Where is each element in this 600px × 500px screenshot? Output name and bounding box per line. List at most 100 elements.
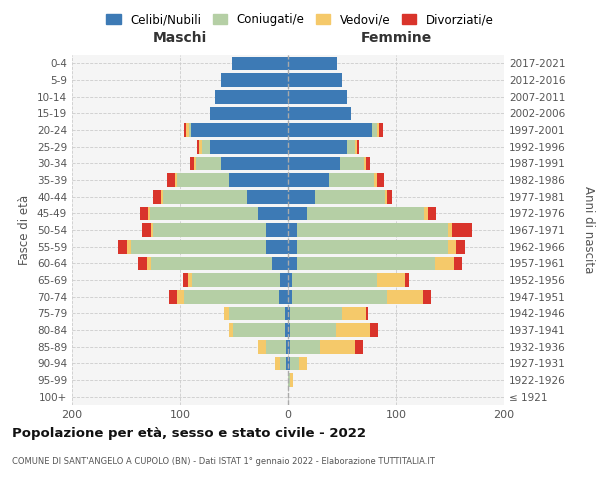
Bar (167, 173, 175, 187)
Bar (288, 123, 372, 137)
Bar (232, 56, 288, 70)
Bar (127, 240, 131, 254)
Bar (377, 273, 404, 287)
Bar (424, 206, 428, 220)
Bar (285, 323, 288, 337)
Bar (290, 306, 342, 320)
Bar (423, 290, 431, 304)
Bar (258, 340, 266, 353)
Bar (266, 240, 288, 254)
Bar (288, 156, 340, 170)
Bar (288, 340, 290, 353)
Bar (320, 340, 355, 353)
Bar (388, 190, 392, 203)
Bar (288, 356, 290, 370)
Bar (288, 173, 329, 187)
Bar (374, 173, 377, 187)
Bar (296, 223, 448, 237)
Bar (292, 273, 377, 287)
Bar (177, 173, 229, 187)
Bar (191, 123, 288, 137)
Bar (288, 373, 290, 387)
Bar (146, 256, 151, 270)
Bar (355, 340, 362, 353)
Bar (452, 223, 472, 237)
Bar (366, 306, 368, 320)
Bar (210, 106, 288, 120)
Bar (329, 173, 374, 187)
Bar (151, 223, 153, 237)
Bar (266, 340, 286, 353)
Bar (131, 240, 266, 254)
Bar (140, 206, 148, 220)
Bar (229, 323, 233, 337)
Text: Maschi: Maschi (153, 31, 207, 45)
Bar (118, 240, 127, 254)
Bar (335, 323, 370, 337)
Bar (229, 306, 285, 320)
Bar (288, 56, 337, 70)
Bar (229, 173, 288, 187)
Bar (192, 273, 280, 287)
Bar (288, 206, 307, 220)
Bar (280, 290, 288, 304)
Bar (370, 323, 377, 337)
Bar (307, 206, 424, 220)
Bar (210, 140, 288, 153)
Bar (288, 106, 350, 120)
Bar (288, 323, 290, 337)
Bar (150, 206, 258, 220)
Bar (188, 123, 191, 137)
Bar (199, 140, 202, 153)
Bar (388, 290, 423, 304)
Bar (292, 290, 388, 304)
Bar (275, 356, 280, 370)
Bar (153, 190, 161, 203)
Bar (379, 123, 383, 137)
Bar (169, 290, 177, 304)
Bar (290, 323, 335, 337)
Bar (258, 206, 288, 220)
Bar (197, 140, 199, 153)
Bar (288, 90, 347, 104)
Bar (272, 256, 288, 270)
Bar (215, 90, 288, 104)
Bar (404, 273, 409, 287)
Bar (183, 273, 188, 287)
Bar (266, 223, 288, 237)
Bar (377, 173, 384, 187)
Bar (286, 340, 288, 353)
Bar (366, 156, 370, 170)
Bar (187, 123, 188, 137)
Bar (286, 356, 288, 370)
Bar (288, 140, 347, 153)
Bar (428, 206, 436, 220)
Bar (280, 356, 286, 370)
Bar (142, 223, 151, 237)
Bar (221, 156, 288, 170)
Bar (153, 223, 266, 237)
Bar (184, 123, 187, 137)
Bar (372, 123, 377, 137)
Bar (188, 273, 192, 287)
Legend: Celibi/Nubili, Coniugati/e, Vedovi/e, Divorziati/e: Celibi/Nubili, Coniugati/e, Vedovi/e, Di… (101, 8, 499, 31)
Bar (296, 240, 448, 254)
Bar (288, 290, 292, 304)
Bar (202, 140, 210, 153)
Bar (221, 73, 288, 87)
Bar (288, 256, 296, 270)
Bar (148, 206, 150, 220)
Y-axis label: Fasce di età: Fasce di età (19, 195, 31, 265)
Text: Femmine: Femmine (361, 31, 431, 45)
Bar (299, 356, 307, 370)
Bar (175, 173, 177, 187)
Bar (224, 306, 229, 320)
Bar (448, 240, 457, 254)
Bar (163, 190, 247, 203)
Bar (184, 290, 280, 304)
Text: Popolazione per età, sesso e stato civile - 2022: Popolazione per età, sesso e stato civil… (12, 428, 366, 440)
Bar (347, 140, 355, 153)
Bar (288, 190, 315, 203)
Bar (357, 140, 359, 153)
Bar (196, 156, 221, 170)
